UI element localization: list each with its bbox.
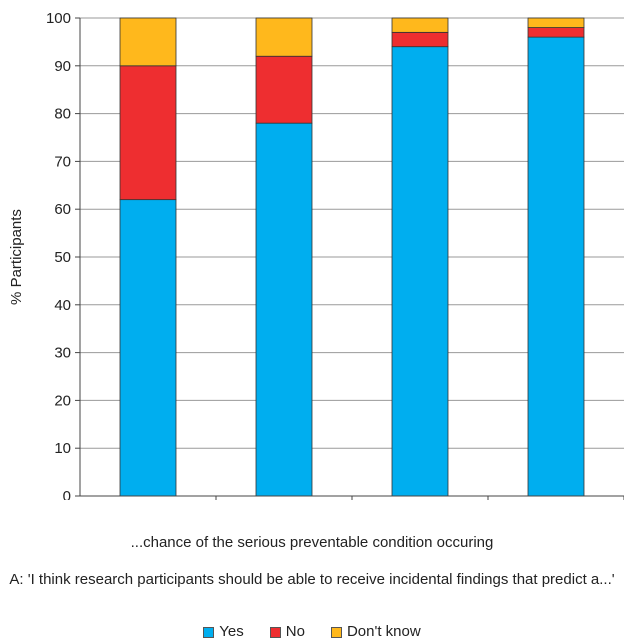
bar-segment-no: [527, 27, 585, 38]
bar-segment-don-t-know: [391, 17, 449, 33]
y-tick-label: 40: [54, 297, 71, 314]
bar-segment-yes: [391, 46, 449, 497]
chart-note: A: 'I think research participants should…: [9, 571, 615, 588]
bars: [119, 17, 585, 497]
bar-segment-no: [391, 31, 449, 48]
legend-swatch: [330, 626, 342, 638]
bar-segment-don-t-know: [527, 17, 585, 28]
y-tick-label: 100: [46, 10, 71, 27]
y-tick-label: 90: [54, 58, 71, 75]
legend-label: Yes: [219, 623, 244, 640]
y-tick-label: 10: [54, 440, 71, 457]
legend-label: Don't know: [346, 623, 421, 640]
y-tick-label: 50: [54, 249, 71, 266]
bar-segment-don-t-know: [119, 17, 177, 67]
legend-item: Yes: [203, 623, 244, 641]
bar-segment-no: [255, 55, 313, 124]
y-tick-labels: 0 10 20 30 40 50 60 70 80 90 100: [46, 10, 71, 500]
y-tick-label: 80: [54, 106, 71, 123]
y-tick-label: 0: [63, 488, 71, 500]
bar-segment-yes: [119, 199, 177, 497]
legend-item: No: [269, 623, 305, 641]
legend-item: Don't know: [330, 623, 421, 641]
legend-swatch: [203, 626, 215, 638]
x-axis-label: ...chance of the serious preventable con…: [130, 534, 494, 551]
y-axis-label: % Participants: [8, 209, 25, 305]
y-tick-label: 60: [54, 201, 71, 218]
bar-segment-don-t-know: [255, 17, 313, 57]
bar-segment-yes: [527, 36, 585, 497]
y-tick-label: 30: [54, 345, 71, 362]
bar-segment-yes: [255, 122, 313, 497]
legend-swatch: [269, 626, 281, 638]
legend: Yes No Don't know: [0, 623, 624, 641]
y-tick-label: 20: [54, 392, 71, 409]
legend-label: No: [285, 623, 305, 640]
y-tick-label: 70: [54, 153, 71, 170]
axes: [75, 17, 624, 500]
bar-segment-no: [119, 65, 177, 201]
